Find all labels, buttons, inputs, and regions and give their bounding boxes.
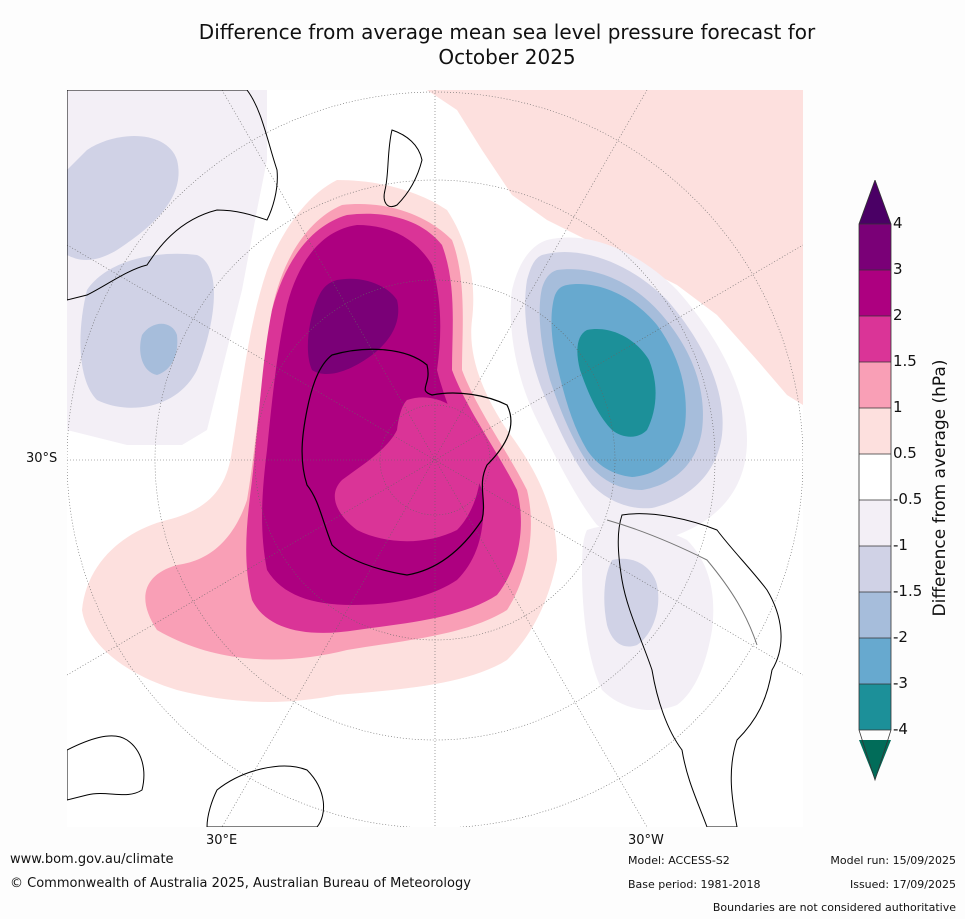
australia-coastline-2 xyxy=(206,765,325,827)
footer-issued: Issued: 17/09/2025 xyxy=(849,878,956,891)
longitude-label-30e: 30°E xyxy=(206,833,238,848)
africa-coastline xyxy=(67,90,278,301)
colorbar-bottom-extension xyxy=(859,740,891,780)
polar-map xyxy=(67,90,803,827)
south-america-coastline xyxy=(617,513,782,827)
colorbar-tick-3: 3 xyxy=(893,260,903,278)
colorbar-tick-neg0-5: -0.5 xyxy=(893,490,923,508)
footer-boundaries-note: Boundaries are not considered authoritat… xyxy=(712,901,956,914)
colorbar-band-neg2-neg3 xyxy=(859,638,891,684)
colorbar-tick-0-5: 0.5 xyxy=(893,444,917,462)
colorbar-top-extension xyxy=(859,180,891,224)
footer-model: Model: ACCESS-S2 xyxy=(628,854,730,867)
colorbar-band-neg3-neg4 xyxy=(859,684,891,730)
map-title-line2: October 2025 xyxy=(438,45,576,69)
colorbar-tick-neg3: -3 xyxy=(893,674,908,692)
pressure-anomaly-map xyxy=(67,90,803,827)
graticule xyxy=(67,90,803,827)
colorbar-tick-1: 1 xyxy=(893,398,903,416)
colorbar-tick-1-5: 1.5 xyxy=(893,352,917,370)
map-title-line1: Difference from average mean sea level p… xyxy=(198,20,816,44)
colorbar-band-neg1-neg1-5 xyxy=(859,546,891,592)
colorbar-band-0-5-1 xyxy=(859,408,891,454)
colorbar-tick-neg1: -1 xyxy=(893,536,908,554)
positive-anomaly-inner xyxy=(334,397,481,542)
negative-anomaly-region-indian-ocean-2 xyxy=(67,136,179,260)
colorbar-title: Difference from average (hPa) xyxy=(930,359,950,617)
colorbar-band-neg1-5-neg2 xyxy=(859,592,891,638)
colorbar xyxy=(855,178,895,789)
longitude-label-30w: 30°W xyxy=(628,833,664,848)
colorbar-tick-4: 4 xyxy=(893,214,903,232)
colorbar-graphic xyxy=(858,178,892,782)
map-title: Difference from average mean sea level p… xyxy=(150,20,864,70)
negative-anomaly-core-indian-ocean xyxy=(140,323,178,375)
footer-copyright: © Commonwealth of Australia 2025, Austra… xyxy=(10,876,471,891)
footer-base-period: Base period: 1981-2018 xyxy=(628,878,761,891)
colorbar-tick-neg4: -4 xyxy=(893,720,908,738)
australia-coastline xyxy=(67,735,145,801)
colorbar-band-neg0-5-neg1 xyxy=(859,500,891,546)
antarctica-coastline xyxy=(301,348,512,576)
footer-url[interactable]: www.bom.gov.au/climate xyxy=(10,852,174,867)
colorbar-tick-neg2: -2 xyxy=(893,628,908,646)
latitude-label-30s: 30°S xyxy=(26,451,58,466)
footer-model-run: Model run: 15/09/2025 xyxy=(830,854,956,867)
colorbar-band-neutral xyxy=(859,454,891,500)
colorbar-band-1-1-5 xyxy=(859,362,891,408)
new-zealand-coastline xyxy=(383,129,423,207)
south-america-coastline-gray xyxy=(606,519,758,646)
positive-anomaly-3 xyxy=(307,278,399,375)
negative-anomaly-south-america-2 xyxy=(604,558,659,647)
colorbar-tick-neg1-5: -1.5 xyxy=(893,582,923,600)
colorbar-band-1-5-2 xyxy=(859,316,891,362)
colorbar-band-2-3 xyxy=(859,270,891,316)
colorbar-tick-2: 2 xyxy=(893,306,903,324)
colorbar-band-3-4 xyxy=(859,224,891,270)
negative-anomaly-atlantic-core xyxy=(577,329,656,437)
